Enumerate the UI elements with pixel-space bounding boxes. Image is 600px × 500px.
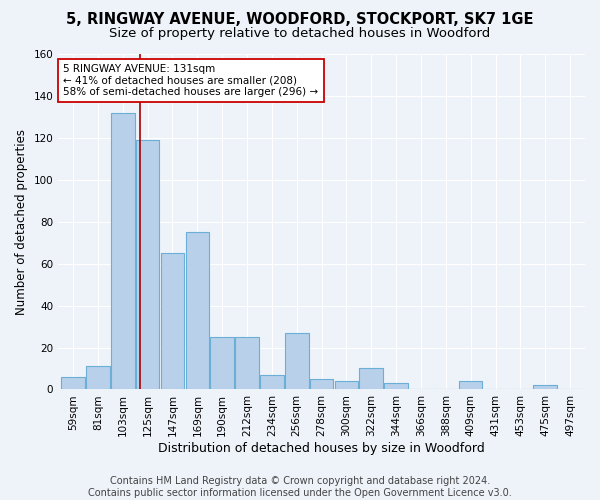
Bar (359, 368, 383, 390)
Bar (161, 253, 184, 390)
Bar (111, 112, 134, 390)
Y-axis label: Number of detached properties: Number of detached properties (15, 128, 28, 314)
Bar (533, 386, 557, 390)
Bar (310, 379, 334, 390)
Text: Size of property relative to detached houses in Woodford: Size of property relative to detached ho… (109, 28, 491, 40)
Bar (260, 375, 284, 390)
Bar (185, 232, 209, 390)
Bar (86, 366, 110, 390)
Bar (136, 140, 160, 390)
Bar (335, 381, 358, 390)
Text: 5, RINGWAY AVENUE, WOODFORD, STOCKPORT, SK7 1GE: 5, RINGWAY AVENUE, WOODFORD, STOCKPORT, … (66, 12, 534, 28)
X-axis label: Distribution of detached houses by size in Woodford: Distribution of detached houses by size … (158, 442, 485, 455)
Text: 5 RINGWAY AVENUE: 131sqm
← 41% of detached houses are smaller (208)
58% of semi-: 5 RINGWAY AVENUE: 131sqm ← 41% of detach… (64, 64, 319, 98)
Bar (61, 377, 85, 390)
Bar (285, 333, 308, 390)
Bar (459, 381, 482, 390)
Text: Contains HM Land Registry data © Crown copyright and database right 2024.
Contai: Contains HM Land Registry data © Crown c… (88, 476, 512, 498)
Bar (235, 337, 259, 390)
Bar (211, 337, 234, 390)
Bar (385, 383, 408, 390)
